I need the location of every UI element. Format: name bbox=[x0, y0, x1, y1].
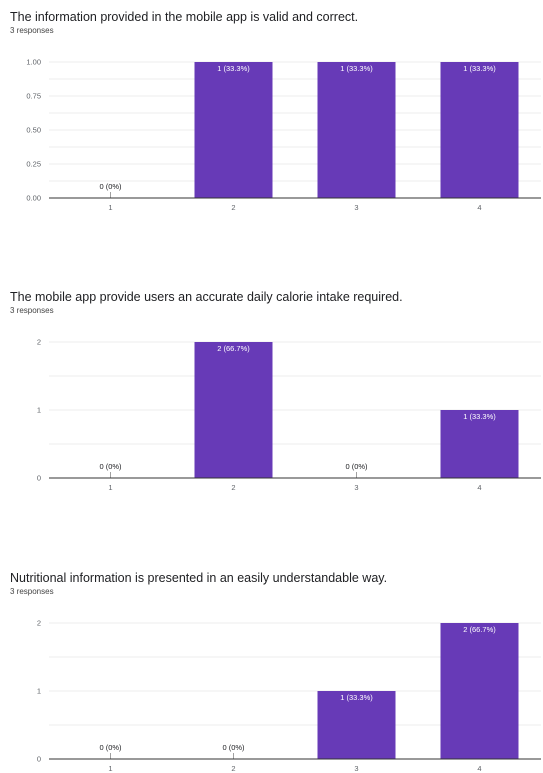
bar-value-label: 0 (0%) bbox=[99, 462, 122, 471]
x-tick-label: 1 bbox=[108, 764, 112, 773]
x-tick-label: 2 bbox=[231, 764, 235, 773]
bar-value-label: 1 (33.3%) bbox=[340, 693, 373, 702]
bar-4 bbox=[440, 623, 519, 759]
bar-value-label: 1 (33.3%) bbox=[340, 64, 373, 73]
y-tick-label: 1 bbox=[37, 687, 41, 696]
question-1-section: The information provided in the mobile a… bbox=[0, 10, 543, 215]
bar-3 bbox=[317, 62, 396, 198]
x-tick-label: 2 bbox=[231, 203, 235, 212]
y-tick-label: 0.25 bbox=[26, 160, 41, 169]
x-tick-label: 1 bbox=[108, 483, 112, 492]
y-tick-label: 2 bbox=[37, 338, 41, 347]
y-tick-label: 0.00 bbox=[26, 194, 41, 203]
y-tick-label: 1 bbox=[37, 406, 41, 415]
x-tick-label: 4 bbox=[477, 203, 481, 212]
y-tick-label: 0 bbox=[37, 755, 41, 764]
bar-value-label: 0 (0%) bbox=[99, 182, 122, 191]
bar-value-label: 2 (66.7%) bbox=[463, 625, 496, 634]
bar-value-label: 1 (33.3%) bbox=[217, 64, 250, 73]
question-title: The mobile app provide users an accurate… bbox=[10, 290, 403, 304]
x-tick-label: 4 bbox=[477, 764, 481, 773]
bar-value-label: 1 (33.3%) bbox=[463, 64, 496, 73]
y-tick-label: 0 bbox=[37, 474, 41, 483]
question-title: The information provided in the mobile a… bbox=[10, 10, 359, 24]
y-tick-label: 2 bbox=[37, 619, 41, 628]
bar-chart-question-1: 1.00 0.75 0.50 0.25 0.00 0 (0%) 1 (33.3%) 1 (33… bbox=[26, 58, 541, 212]
x-tick-label: 2 bbox=[231, 483, 235, 492]
bar-value-label: 2 (66.7%) bbox=[217, 344, 250, 353]
bar-4 bbox=[440, 410, 519, 478]
bar-3 bbox=[317, 691, 396, 759]
y-tick-label: 0.50 bbox=[26, 126, 41, 135]
bar-2 bbox=[194, 342, 273, 478]
y-tick-label: 1.00 bbox=[26, 58, 41, 67]
bar-value-label: 1 (33.3%) bbox=[463, 412, 496, 421]
bar-2 bbox=[194, 62, 273, 198]
x-tick-label: 1 bbox=[108, 203, 112, 212]
response-count: 3 responses bbox=[10, 587, 54, 596]
question-title: Nutritional information is presented in … bbox=[10, 571, 388, 585]
y-tick-label: 0.75 bbox=[26, 92, 41, 101]
x-tick-label: 4 bbox=[477, 483, 481, 492]
response-count: 3 responses bbox=[10, 306, 54, 315]
response-count: 3 responses bbox=[10, 26, 54, 35]
x-tick-label: 3 bbox=[354, 764, 358, 773]
bar-4 bbox=[440, 62, 519, 198]
x-tick-label: 3 bbox=[354, 483, 358, 492]
bar-value-label: 0 (0%) bbox=[99, 743, 122, 752]
x-tick-label: 3 bbox=[354, 203, 358, 212]
bar-chart-question-3: 2 1 0 0 (0%) 0 (0%) 1 (33.3%) 2 (66.7%) 1 2 3 4 bbox=[37, 619, 541, 773]
bar-value-label: 0 (0%) bbox=[345, 462, 368, 471]
question-3-section: Nutritional information is presented in … bbox=[0, 571, 543, 773]
bar-chart-question-2: 2 1 0 0 (0%) 2 (66.7%) 0 (0%) 1 (33.3%) 1 2 3 4 bbox=[37, 338, 541, 492]
bar-value-label: 0 (0%) bbox=[222, 743, 245, 752]
question-2-section: The mobile app provide users an accurate… bbox=[0, 290, 543, 500]
